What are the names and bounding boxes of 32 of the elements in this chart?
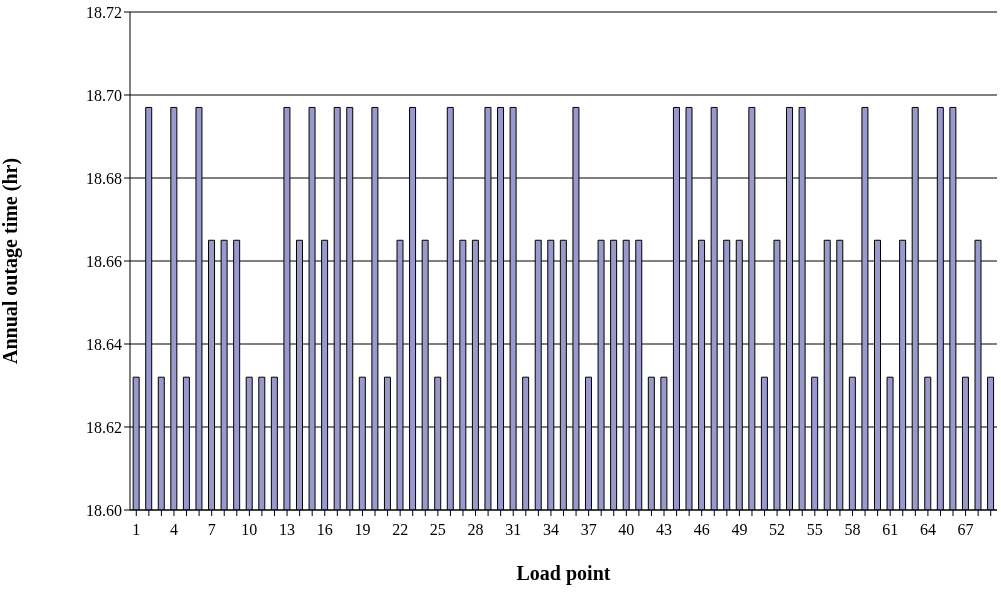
x-tick-label: 52 <box>769 521 786 539</box>
x-tick-label: 67 <box>957 521 974 539</box>
y-tick-label: 18.60 <box>86 501 122 519</box>
x-tick-label: 28 <box>467 521 484 539</box>
x-tick-label: 64 <box>919 521 936 539</box>
x-tick-label: 43 <box>656 521 673 539</box>
y-axis-title: Annual outage time (hr) <box>0 157 23 365</box>
x-tick-label: 55 <box>806 521 823 539</box>
x-tick-label: 46 <box>693 521 710 539</box>
x-tick-label: 13 <box>279 521 296 539</box>
x-tick-label: 25 <box>429 521 446 539</box>
x-tick-label: 34 <box>542 521 559 539</box>
y-tick-label: 18.64 <box>86 335 122 353</box>
x-tick-label: 31 <box>505 521 522 539</box>
x-tick-label: 61 <box>882 521 899 539</box>
x-tick-label: 7 <box>207 521 216 539</box>
x-tick-label: 40 <box>618 521 635 539</box>
y-tick-label: 18.72 <box>86 3 122 21</box>
y-tick-label: 18.62 <box>86 418 122 436</box>
x-tick-label: 4 <box>169 521 178 539</box>
y-tick-label: 18.68 <box>86 169 122 187</box>
x-tick-label: 16 <box>316 521 333 539</box>
x-tick-label: 58 <box>844 521 861 539</box>
y-tick-label: 18.66 <box>86 252 122 270</box>
x-tick-label: 22 <box>392 521 409 539</box>
x-tick-label: 49 <box>731 521 748 539</box>
x-tick-label: 19 <box>354 521 371 539</box>
x-axis-title: Load point <box>516 562 611 585</box>
x-tick-label: 37 <box>580 521 597 539</box>
y-tick-label: 18.70 <box>86 86 122 104</box>
x-tick-label: 10 <box>241 521 258 539</box>
x-tick-label: 1 <box>132 521 141 539</box>
